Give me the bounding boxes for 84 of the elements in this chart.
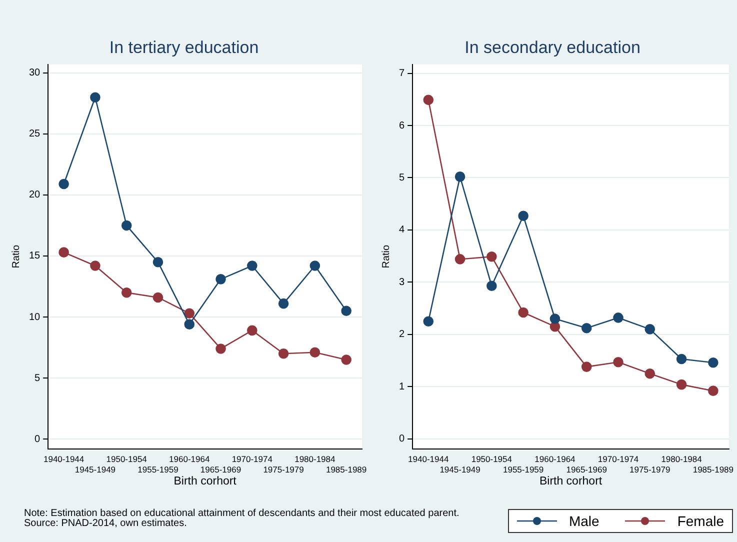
y-tick-label: 15 xyxy=(29,250,41,262)
chart-title: In secondary education xyxy=(464,38,640,57)
point xyxy=(423,94,434,106)
x-axis-title: Birth corhort xyxy=(174,475,238,488)
text: Note: Estimation based on educational attainment of descendants and their most educated parent. xyxy=(24,508,460,519)
y-tick-label: 5 xyxy=(34,372,41,384)
legend-label: Female xyxy=(677,513,724,529)
y-tick-label: 6 xyxy=(399,120,405,132)
point xyxy=(310,260,320,271)
point xyxy=(152,292,164,303)
x-tick-label: 1975-1979 xyxy=(630,464,670,474)
point xyxy=(454,254,466,264)
x-tick-label: 1970-1974 xyxy=(598,454,639,464)
point xyxy=(341,306,352,316)
x-axis-title: Birth corhort xyxy=(539,475,603,488)
point xyxy=(676,379,687,390)
point xyxy=(518,210,528,222)
y-tick-label: 5 xyxy=(399,172,405,184)
point xyxy=(581,323,592,334)
point xyxy=(246,260,258,271)
point xyxy=(581,362,592,372)
point xyxy=(708,357,718,368)
x-tick-label: 1940-1944 xyxy=(408,454,449,464)
y-tick-label: 0 xyxy=(34,434,41,445)
x-tick-label: 1985-1989 xyxy=(692,464,734,474)
x-tick-label: 1960-1964 xyxy=(169,454,210,464)
point xyxy=(58,178,69,190)
chart-title: In tertiary education xyxy=(109,38,259,57)
source-note: Source: PNAD-2014, own estimates. xyxy=(24,518,188,529)
point xyxy=(216,344,226,354)
x-tick-label: 1955-1959 xyxy=(138,464,179,474)
point xyxy=(90,260,100,271)
point xyxy=(423,316,434,327)
point xyxy=(90,92,100,102)
point xyxy=(278,298,289,309)
point xyxy=(644,368,656,379)
x-tick-label: 1980-1984 xyxy=(294,454,336,464)
y-tick-label: 2 xyxy=(399,329,405,340)
x-tick-label: 1980-1984 xyxy=(661,454,702,464)
y-tick-label: 4 xyxy=(399,224,405,236)
point xyxy=(341,354,352,365)
point xyxy=(518,307,528,318)
x-tick-label: 1970-1974 xyxy=(232,454,273,464)
x-tick-label: 1960-1964 xyxy=(534,454,576,464)
y-axis-title: Ratio xyxy=(380,244,392,268)
point xyxy=(486,280,497,291)
point xyxy=(676,354,687,364)
point xyxy=(454,172,466,182)
x-tick-label: 1955-1959 xyxy=(502,464,544,474)
point xyxy=(613,312,624,323)
point xyxy=(216,274,226,284)
y-tick-label: 1 xyxy=(399,381,405,392)
point xyxy=(613,356,624,368)
y-tick-label: 3 xyxy=(399,276,405,288)
y-tick-label: 7 xyxy=(399,68,405,80)
point xyxy=(121,220,132,231)
y-tick-label: 0 xyxy=(399,434,405,445)
y-axis-title: Ratio xyxy=(10,244,22,268)
point xyxy=(184,319,195,330)
point xyxy=(708,386,718,396)
point xyxy=(121,287,132,298)
x-tick-label: 1945-1949 xyxy=(74,464,116,474)
point xyxy=(58,247,69,258)
y-tick-label: 30 xyxy=(29,68,41,79)
y-tick-label: 20 xyxy=(29,190,41,201)
point xyxy=(310,347,320,358)
point xyxy=(644,324,656,334)
point xyxy=(184,308,195,318)
legend-label: Male xyxy=(568,513,600,529)
point xyxy=(486,251,497,262)
point xyxy=(246,325,258,336)
x-tick-label: 1950-1954 xyxy=(106,454,148,464)
x-tick-label: 1945-1949 xyxy=(440,464,481,474)
point xyxy=(278,348,289,359)
x-tick-label: 1975-1979 xyxy=(263,464,304,474)
x-tick-label: 1965-1969 xyxy=(200,464,242,474)
y-tick-label: 25 xyxy=(29,128,41,140)
y-tick-label: 10 xyxy=(29,312,41,323)
x-tick-label: 1985-1989 xyxy=(326,464,367,474)
x-tick-label: 1940-1944 xyxy=(43,454,84,464)
point xyxy=(550,314,560,324)
x-tick-label: 1965-1969 xyxy=(566,464,608,474)
x-tick-label: 1950-1954 xyxy=(471,454,512,464)
point xyxy=(152,256,164,268)
